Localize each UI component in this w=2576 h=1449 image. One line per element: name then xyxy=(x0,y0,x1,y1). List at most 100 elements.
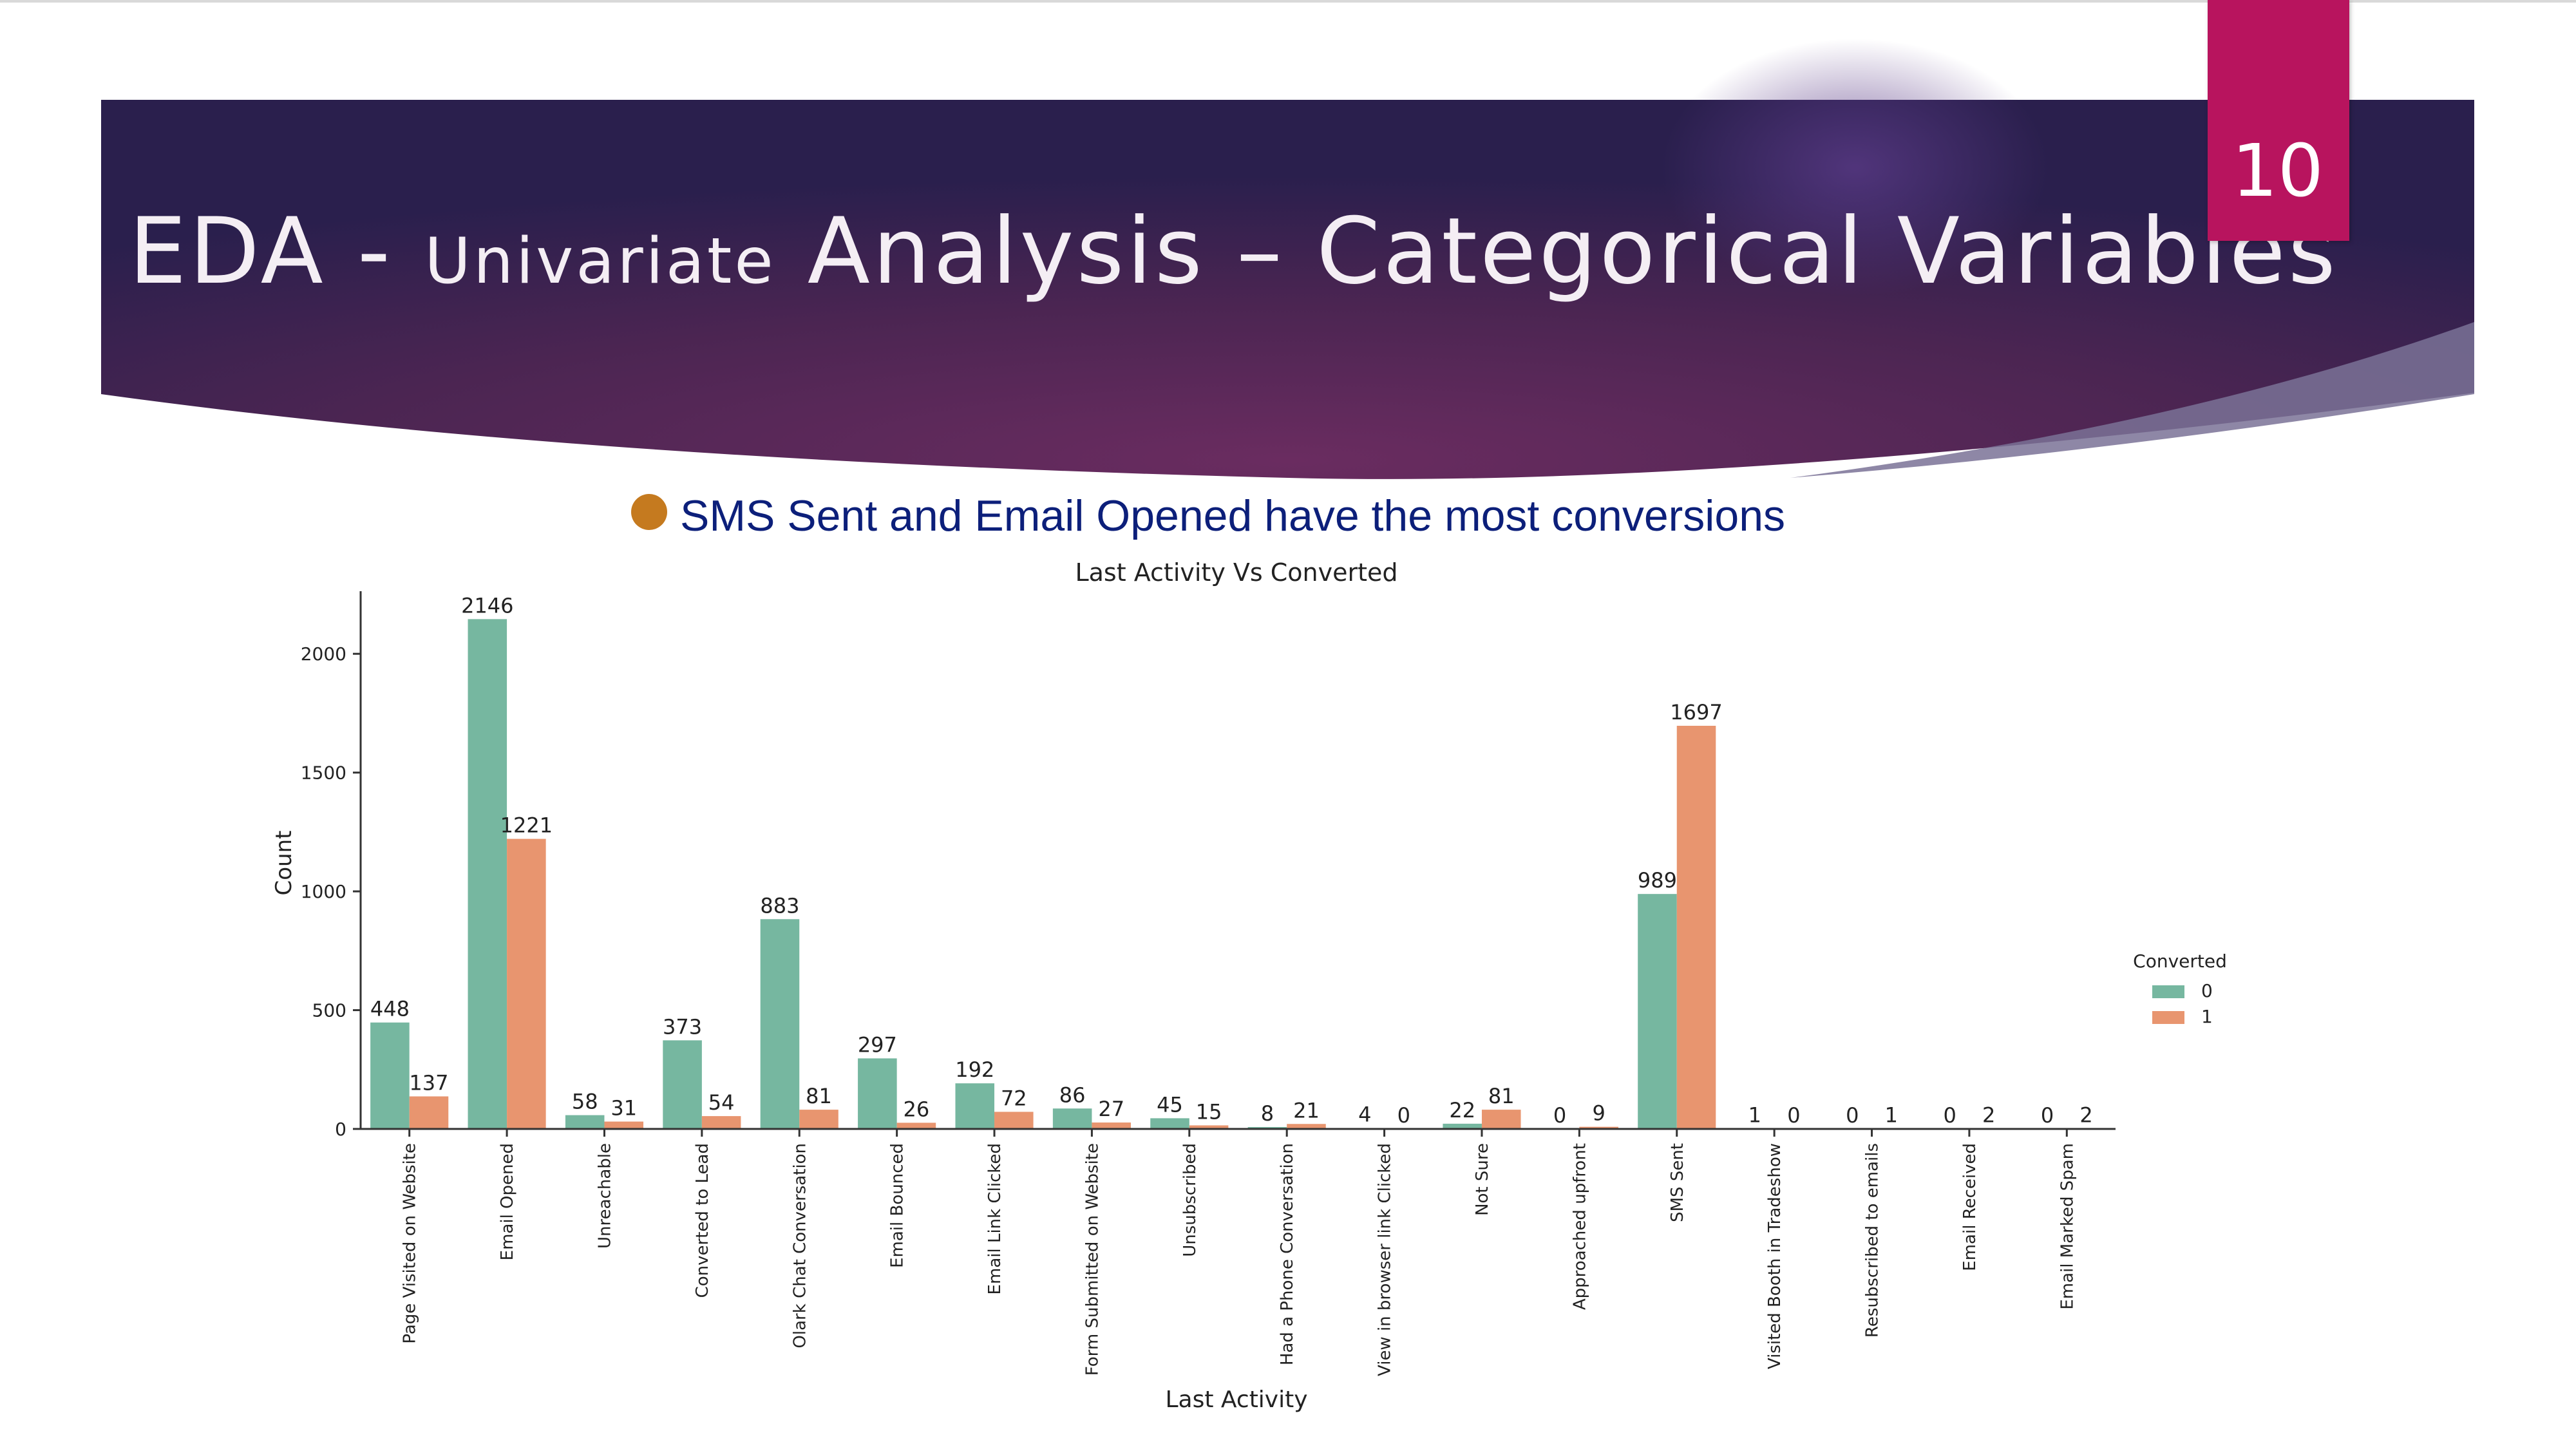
legend-swatch-1 xyxy=(2152,1011,2184,1024)
bar-value-label: 31 xyxy=(611,1096,637,1121)
bar-value-label: 137 xyxy=(409,1070,448,1095)
bar-value-label: 192 xyxy=(955,1057,994,1082)
x-tick-label: Unreachable xyxy=(595,1143,614,1249)
bar-series-1 xyxy=(1676,725,1716,1129)
top-border-line xyxy=(0,0,2576,3)
bar-series-1 xyxy=(1579,1126,1618,1129)
bar-series-0 xyxy=(760,919,800,1129)
y-tick-label: 2000 xyxy=(301,643,346,665)
bar-series-0 xyxy=(468,619,507,1129)
bar-value-label: 21 xyxy=(1293,1098,1320,1122)
y-tick-label: 1000 xyxy=(301,881,346,902)
x-tick-label: Resubscribed to emails xyxy=(1863,1143,1882,1338)
bar-series-1 xyxy=(604,1121,644,1129)
x-tick-label: Unsubscribed xyxy=(1180,1143,1200,1257)
bar-value-label: 373 xyxy=(663,1014,702,1039)
bar-series-1 xyxy=(1189,1125,1229,1129)
bar-value-label: 0 xyxy=(1846,1103,1859,1128)
y-tick-label: 0 xyxy=(335,1119,346,1140)
bar-series-0 xyxy=(1150,1118,1189,1129)
title-part-2: Analysis – Categorical Variables xyxy=(775,198,2338,305)
bar-value-label: 448 xyxy=(370,997,410,1021)
bar-series-0 xyxy=(1052,1108,1092,1129)
x-tick-label: SMS Sent xyxy=(1668,1143,1687,1222)
x-tick-label: Approached upfront xyxy=(1570,1143,1589,1310)
bullet-dot-icon xyxy=(631,494,667,530)
bar-value-label: 27 xyxy=(1098,1097,1124,1121)
bar-series-1 xyxy=(896,1122,936,1129)
bar-value-label: 0 xyxy=(1397,1103,1410,1128)
bar-series-1 xyxy=(701,1116,741,1129)
bar-value-label: 26 xyxy=(904,1097,930,1121)
bar-value-label: 2 xyxy=(1982,1103,1995,1127)
bar-series-0 xyxy=(370,1022,410,1129)
bar-series-1 xyxy=(1481,1110,1521,1129)
x-tick-label: Email Link Clicked xyxy=(985,1143,1005,1294)
bar-value-label: 989 xyxy=(1638,868,1677,893)
x-tick-label: Had a Phone Conversation xyxy=(1278,1143,1297,1365)
legend-title: Converted xyxy=(2133,951,2227,972)
title-banner xyxy=(101,39,2474,479)
legend-swatch-0 xyxy=(2152,985,2184,998)
x-tick-label: View in browser link Clicked xyxy=(1376,1143,1395,1376)
x-tick-label: Not Sure xyxy=(1473,1143,1492,1216)
x-tick-label: Email Marked Spam xyxy=(2058,1143,2077,1310)
x-tick-label: Page Visited on Website xyxy=(401,1143,420,1344)
bar-value-label: 72 xyxy=(1001,1086,1027,1110)
bar-value-label: 9 xyxy=(1592,1101,1605,1126)
bar-value-label: 8 xyxy=(1261,1101,1274,1126)
banner-swoosh xyxy=(1790,322,2474,478)
bar-series-0 xyxy=(663,1040,702,1129)
bar-series-1 xyxy=(507,838,546,1129)
bar-value-label: 81 xyxy=(806,1084,832,1108)
legend-label-0: 0 xyxy=(2201,980,2213,1001)
legend-label-1: 1 xyxy=(2201,1006,2213,1027)
bar-series-0 xyxy=(1443,1123,1482,1129)
title-part-1: EDA - xyxy=(129,198,425,305)
x-tick-label: Converted to Lead xyxy=(693,1143,712,1298)
chart-title: Last Activity Vs Converted xyxy=(1075,558,1397,587)
bar-value-label: 1221 xyxy=(500,813,553,838)
x-axis-label: Last Activity xyxy=(1165,1387,1307,1413)
bar-series-1 xyxy=(1092,1122,1131,1129)
bar-value-label: 1 xyxy=(1885,1103,1898,1128)
bar-series-1 xyxy=(994,1112,1034,1129)
bar-value-label: 45 xyxy=(1157,1092,1183,1117)
bar-series-1 xyxy=(409,1096,449,1129)
title-small-word: Univariate xyxy=(424,225,776,298)
bar-value-label: 58 xyxy=(572,1090,598,1114)
bar-value-label: 86 xyxy=(1059,1083,1086,1107)
page-number-badge: 10 xyxy=(2208,0,2349,241)
y-axis-label: Count xyxy=(271,831,297,896)
x-tick-label: Form Submitted on Website xyxy=(1083,1143,1102,1376)
legend: Converted xyxy=(2133,951,2227,972)
bar-series-1 xyxy=(799,1110,838,1129)
bar-value-label: 1697 xyxy=(1670,700,1722,724)
bar-value-label: 0 xyxy=(1943,1103,1956,1128)
bar-value-label: 81 xyxy=(1488,1084,1515,1108)
x-tick-label: Email Bounced xyxy=(888,1143,907,1268)
x-tick-label: Email Received xyxy=(1960,1143,1980,1271)
bar-series-0 xyxy=(955,1083,995,1129)
bar-series-0 xyxy=(565,1115,605,1129)
y-tick-label: 1500 xyxy=(301,762,346,784)
page-number: 10 xyxy=(2231,129,2324,213)
bar-value-label: 0 xyxy=(2041,1103,2054,1128)
bar-series-0 xyxy=(858,1058,897,1129)
bar-series-0 xyxy=(1638,894,1677,1129)
x-tick-label: Email Opened xyxy=(498,1143,517,1260)
bar-value-label: 2146 xyxy=(461,593,513,618)
bar-value-label: 0 xyxy=(1787,1103,1800,1128)
x-tick-label: Visited Booth in Tradeshow xyxy=(1765,1143,1785,1369)
bullet-text: SMS Sent and Email Opened have the most … xyxy=(680,491,1786,540)
bar-value-label: 15 xyxy=(1196,1099,1222,1124)
bar-value-label: 54 xyxy=(708,1090,735,1115)
bar-value-label: 297 xyxy=(858,1032,897,1057)
bullet-point: SMS Sent and Email Opened have the most … xyxy=(631,491,1785,541)
bar-value-label: 1 xyxy=(1748,1103,1761,1128)
y-tick-label: 500 xyxy=(312,1000,346,1021)
bar-value-label: 883 xyxy=(760,893,799,918)
bar-value-label: 2 xyxy=(2079,1103,2092,1127)
bar-value-label: 4 xyxy=(1358,1103,1371,1127)
